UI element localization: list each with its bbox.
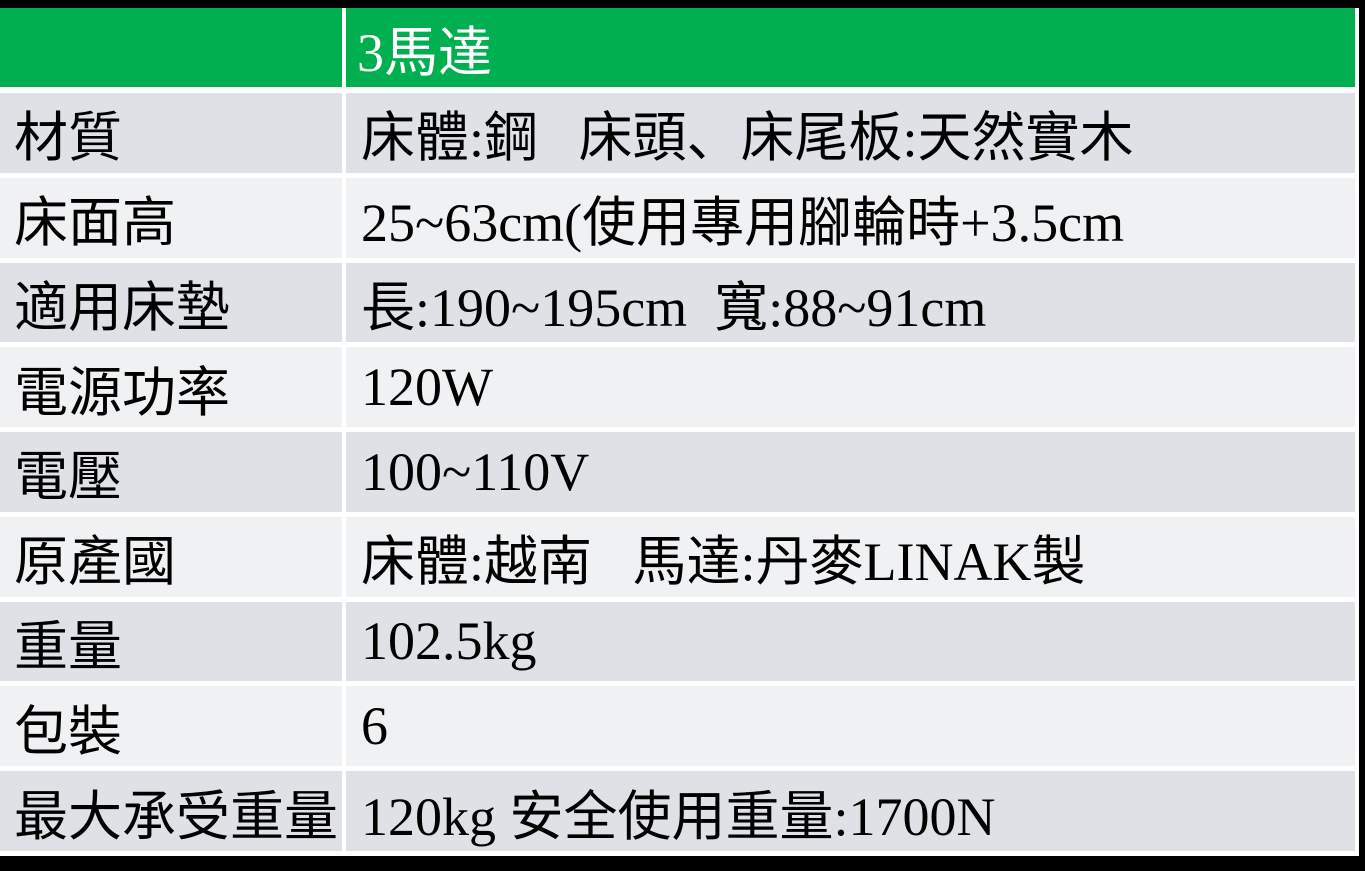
table-row-max-load: 最大承受重量 120kg 安全使用重量:1700N [0, 771, 1359, 856]
row-label: 適用床墊 [0, 262, 346, 348]
row-value: 120W [346, 347, 1359, 433]
row-value: 120kg 安全使用重量:1700N [346, 771, 1359, 856]
row-label: 重量 [0, 601, 346, 687]
row-label: 電壓 [0, 432, 346, 517]
row-label: 材質 [0, 93, 346, 178]
table-row-mattress: 適用床墊 長:190~195cm 寬:88~91cm [0, 262, 1359, 348]
row-value: 床體:鋼 床頭、床尾板:天然實木 [346, 93, 1359, 178]
row-value: 6 [346, 686, 1359, 772]
row-label: 床面高 [0, 177, 346, 263]
row-label: 包裝 [0, 686, 346, 772]
table-row-bed-height: 床面高 25~63cm(使用專用腳輪時+3.5cm [0, 177, 1359, 263]
header-row: 3馬達 [0, 8, 1359, 93]
row-label: 最大承受重量 [0, 771, 346, 856]
header-model-cell: 3馬達 [346, 8, 1359, 93]
row-value: 100~110V [346, 432, 1359, 517]
row-value: 床體:越南 馬達:丹麥LINAK製 [346, 516, 1359, 602]
header-empty-cell [0, 8, 346, 93]
table-row-voltage: 電壓 100~110V [0, 432, 1359, 517]
spec-table: 3馬達 材質 床體:鋼 床頭、床尾板:天然實木 床面高 25~63cm(使用專用… [0, 8, 1359, 856]
row-value: 長:190~195cm 寬:88~91cm [346, 262, 1359, 348]
row-value: 25~63cm(使用專用腳輪時+3.5cm [346, 177, 1359, 263]
table-row-origin: 原產國 床體:越南 馬達:丹麥LINAK製 [0, 516, 1359, 602]
row-label: 原產國 [0, 516, 346, 602]
row-value: 102.5kg [346, 601, 1359, 687]
slide-area: 3馬達 材質 床體:鋼 床頭、床尾板:天然實木 床面高 25~63cm(使用專用… [0, 8, 1359, 856]
table-row-weight: 重量 102.5kg [0, 601, 1359, 687]
table-row-power: 電源功率 120W [0, 347, 1359, 433]
row-label: 電源功率 [0, 347, 346, 433]
table-row-material: 材質 床體:鋼 床頭、床尾板:天然實木 [0, 93, 1359, 178]
table-row-packaging: 包裝 6 [0, 686, 1359, 772]
